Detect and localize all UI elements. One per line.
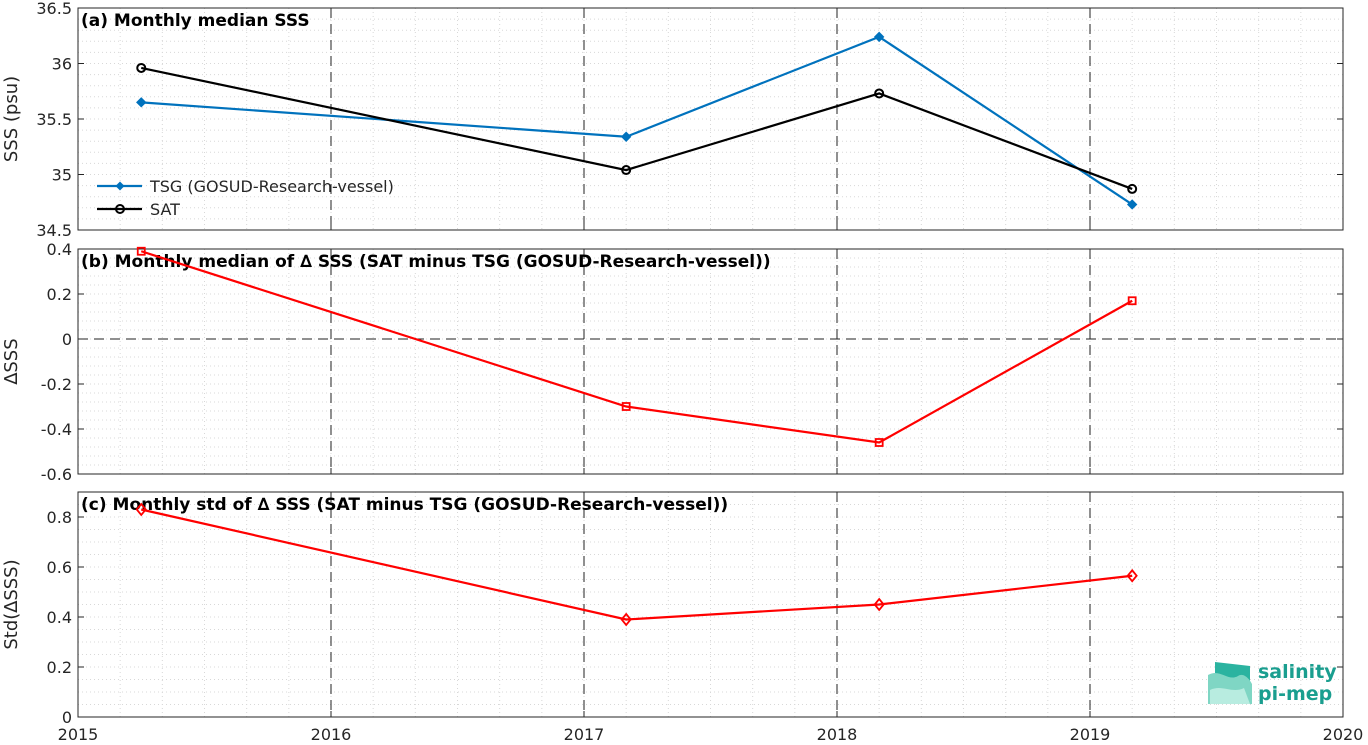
panel-2: -0.6 -0.4 -0.2 0 0.2 0.4 ∆SSS (b) Monthly media… xyxy=(1,240,1344,484)
data-point xyxy=(1127,183,1138,194)
series-line xyxy=(141,508,1133,621)
y-axis-label: ∆SSS xyxy=(1,338,22,385)
data-point xyxy=(136,97,147,108)
logo-mark-icon xyxy=(1208,662,1252,704)
series-1 xyxy=(136,246,1137,447)
legend-label: SAT xyxy=(150,200,180,219)
grid xyxy=(77,7,1344,231)
y-tick-label: 0.2 xyxy=(47,658,72,677)
panel-title: (c) Monthly std of ∆ SSS (SAT minus TSG … xyxy=(81,495,728,515)
data-point xyxy=(620,612,632,627)
y-tick-label: 0.2 xyxy=(47,285,72,304)
y-tick-label: 0 xyxy=(62,330,72,349)
data-point xyxy=(874,438,884,447)
logo: salinity pi-mep xyxy=(1208,661,1337,705)
legend-marker xyxy=(115,181,125,191)
x-tick-label: 2017 xyxy=(564,725,605,744)
series-2 xyxy=(136,62,1138,194)
data-point xyxy=(1126,568,1138,583)
data-point xyxy=(136,246,146,256)
data-point xyxy=(873,31,885,43)
data-point xyxy=(621,165,632,176)
panel-1: 34.5 35 35.5 36 36.5 SSS (psu) (a) Monthly med… xyxy=(1,0,1344,240)
data-point xyxy=(135,502,147,517)
series-1 xyxy=(135,502,1138,627)
y-tick-label: 0.6 xyxy=(47,558,72,577)
data-point xyxy=(873,597,885,612)
x-tick-label: 2019 xyxy=(1070,725,1111,744)
series-line xyxy=(141,66,1133,190)
y-tick-label: 0.8 xyxy=(47,508,72,527)
panel-3: 0 0.2 0.4 0.6 0.8 2015 2016 2017 2018 2019 2020 Std… xyxy=(1,491,1364,744)
legend-marker xyxy=(115,204,125,214)
y-tick-label: -0.4 xyxy=(41,420,72,439)
grid xyxy=(77,248,1344,475)
y-tick-label: -0.2 xyxy=(41,375,72,394)
axes-box xyxy=(77,248,1344,475)
series-line xyxy=(140,250,1133,444)
data-point xyxy=(620,131,632,142)
data-point xyxy=(621,402,631,411)
logo-text-line1: salinity xyxy=(1258,661,1337,683)
logo-text-line2: pi-mep xyxy=(1258,683,1332,705)
legend: TSG (GOSUD-Research-vessel) SAT xyxy=(97,177,394,219)
y-tick-label: 36 xyxy=(52,55,72,74)
y-tick-label: 34.5 xyxy=(36,221,72,240)
grid xyxy=(77,491,1344,718)
y-tick-label: 35 xyxy=(52,166,72,185)
x-tick-label: 2018 xyxy=(817,725,858,744)
x-tick-label: 2020 xyxy=(1323,725,1364,744)
data-point xyxy=(136,62,147,73)
y-axis-label: Std(∆SSS) xyxy=(1,559,22,649)
y-tick-label: 0.4 xyxy=(47,608,72,627)
y-tick-label: 36.5 xyxy=(36,0,72,18)
legend-label: TSG (GOSUD-Research-vessel) xyxy=(149,177,394,196)
y-tick-label: -0.6 xyxy=(41,465,72,484)
x-tick-label: 2016 xyxy=(311,725,352,744)
y-tick-label: 35.5 xyxy=(36,110,72,129)
data-point xyxy=(1127,296,1137,306)
y-tick-label: 0.4 xyxy=(47,240,72,259)
axes-box xyxy=(77,491,1344,718)
y-axis-label: SSS (psu) xyxy=(1,76,22,162)
y-tick-label: 0 xyxy=(62,708,72,727)
data-point xyxy=(1126,199,1138,210)
x-tick-label: 2015 xyxy=(58,725,99,744)
panel-title: (b) Monthly median of ∆ SSS (SAT minus T… xyxy=(81,252,771,272)
panel-title: (a) Monthly median SSS xyxy=(81,11,310,31)
data-point xyxy=(874,88,885,99)
